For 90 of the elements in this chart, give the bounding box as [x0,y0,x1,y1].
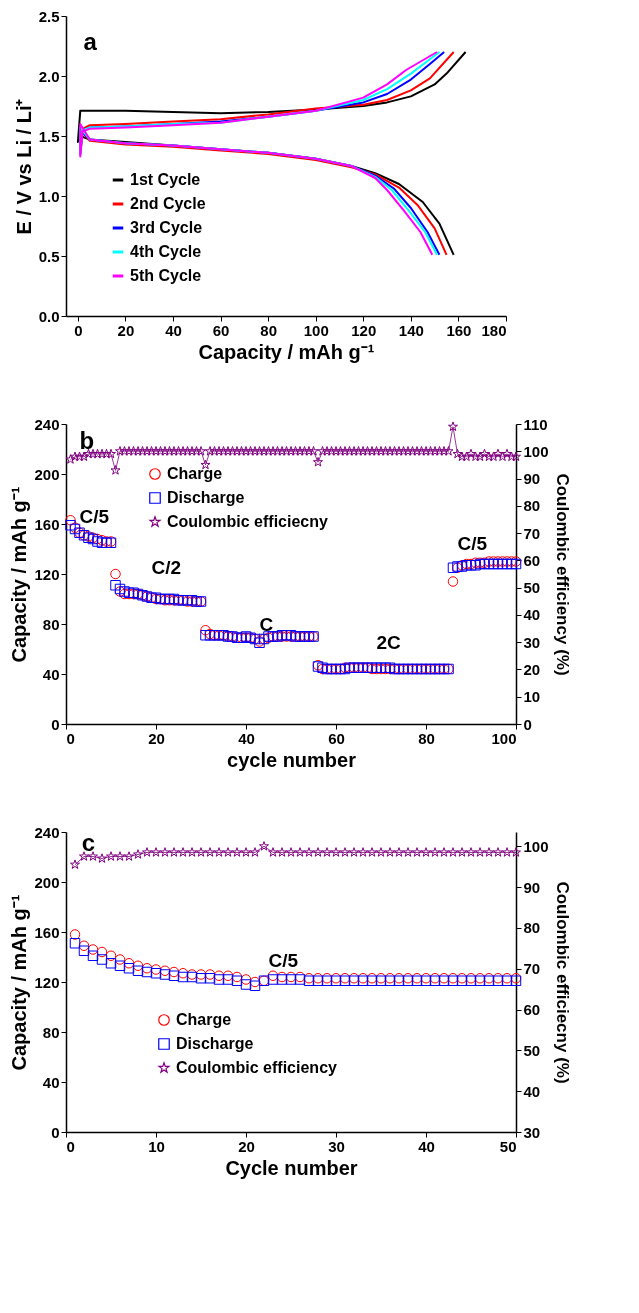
x-tick-label: 40 [418,1137,435,1155]
annotation: C/5 [79,506,110,527]
annotation: a [83,28,98,55]
x-tick-label: 60 [212,321,230,339]
x-tick-label: 20 [117,321,135,339]
y2-axis-title: Coulombic efficiecny (%) [552,881,572,1084]
legend-label: 2nd Cycle [130,195,206,212]
y2-tick-label: 60 [523,1001,541,1019]
x-tick-label: 60 [328,729,345,747]
x-tick-label: 80 [260,321,278,339]
y2-tick-label: 90 [523,878,541,896]
x-tick-label: 10 [148,1137,165,1155]
y2-axis-title: Coulombic efficiency (%) [552,473,572,676]
x-tick-label: 40 [165,321,182,339]
legend-label: Coulombic efficiecny [167,513,329,530]
y-tick-label: 80 [42,615,60,633]
y-tick-label: 120 [34,973,60,991]
y2-tick-label: 50 [523,1041,541,1059]
legend-label: 1st Cycle [130,171,201,188]
legend-label: Discharge [167,489,245,506]
y2-tick-label: 40 [523,1082,541,1100]
y2-tick-label: 100 [523,837,549,855]
legend-label: Coulombic efficiency [176,1059,338,1076]
y-tick-label: 0.0 [38,307,60,325]
y-tick-label: 160 [34,923,60,941]
y-axis-title: Capacity / mAh g⁻¹ [8,486,31,663]
y2-tick-label: 60 [523,551,541,569]
x-tick-label: 0 [66,729,75,747]
y-tick-label: 0 [51,1123,60,1141]
x-tick-label: 100 [491,729,517,747]
x-tick-label: 50 [499,1137,517,1155]
legend-label: Charge [176,1011,232,1028]
y-tick-label: 200 [34,873,60,891]
x-tick-label: 30 [328,1137,345,1155]
legend-label: Charge [167,465,223,482]
y2-tick-label: 110 [523,415,548,433]
x-axis-title: Cycle number [225,1156,358,1179]
y-tick-label: 2.0 [38,67,60,85]
y-tick-label: 0.5 [38,247,60,265]
annotation: C [259,614,274,635]
y2-tick-label: 30 [523,1123,541,1141]
annotation: 2C [376,632,402,653]
y2-tick-label: 70 [523,524,541,542]
y-tick-label: 240 [34,415,60,433]
x-tick-label: 0 [66,1137,75,1155]
x-axis-title: Capacity / mAh g⁻¹ [198,340,375,363]
x-tick-label: 160 [446,321,472,339]
annotation: C/5 [457,533,488,554]
y2-tick-label: 20 [523,660,541,678]
y-tick-label: 1.0 [38,187,60,205]
y-axis-title: E / V vs Li / Li⁺ [12,98,35,235]
y-tick-label: 40 [42,1073,60,1091]
y2-tick-label: 70 [523,960,541,978]
legend-label: 3rd Cycle [130,219,203,236]
x-axis-title: cycle number [227,748,357,771]
annotation: C/2 [151,557,182,578]
y2-tick-label: 80 [523,497,541,515]
x-tick-label: 80 [418,729,435,747]
legend-label: 4th Cycle [130,243,202,260]
y2-tick-label: 90 [523,470,541,488]
y-tick-label: 160 [34,515,60,533]
y-tick-label: 2.5 [38,7,60,25]
x-tick-label: 20 [148,729,165,747]
annotation: b [79,427,95,454]
y-tick-label: 120 [34,565,60,583]
y-axis-title: Capacity / mAh g⁻¹ [8,894,31,1071]
x-tick-label: 100 [303,321,329,339]
y-tick-label: 80 [42,1023,60,1041]
y2-tick-label: 80 [523,919,541,937]
y2-tick-label: 50 [523,579,541,597]
annotation: C/5 [268,950,299,971]
x-tick-label: 0 [74,321,83,339]
y-tick-label: 240 [34,823,60,841]
annotation: c [81,829,96,856]
legend-label: Discharge [176,1035,254,1052]
y2-tick-label: 40 [523,606,541,624]
x-tick-label: 40 [238,729,255,747]
x-tick-label: 180 [481,321,507,339]
y2-tick-label: 30 [523,633,541,651]
y-tick-label: 200 [34,465,60,483]
y-tick-label: 1.5 [38,127,60,145]
y-tick-label: 40 [42,665,60,683]
y2-tick-label: 100 [523,442,549,460]
y-tick-label: 0 [51,715,60,733]
y2-tick-label: 10 [523,688,541,706]
y2-tick-label: 0 [523,715,532,733]
legend-label: 5th Cycle [130,267,202,284]
x-tick-label: 140 [398,321,424,339]
x-tick-label: 120 [351,321,377,339]
x-tick-label: 20 [238,1137,255,1155]
